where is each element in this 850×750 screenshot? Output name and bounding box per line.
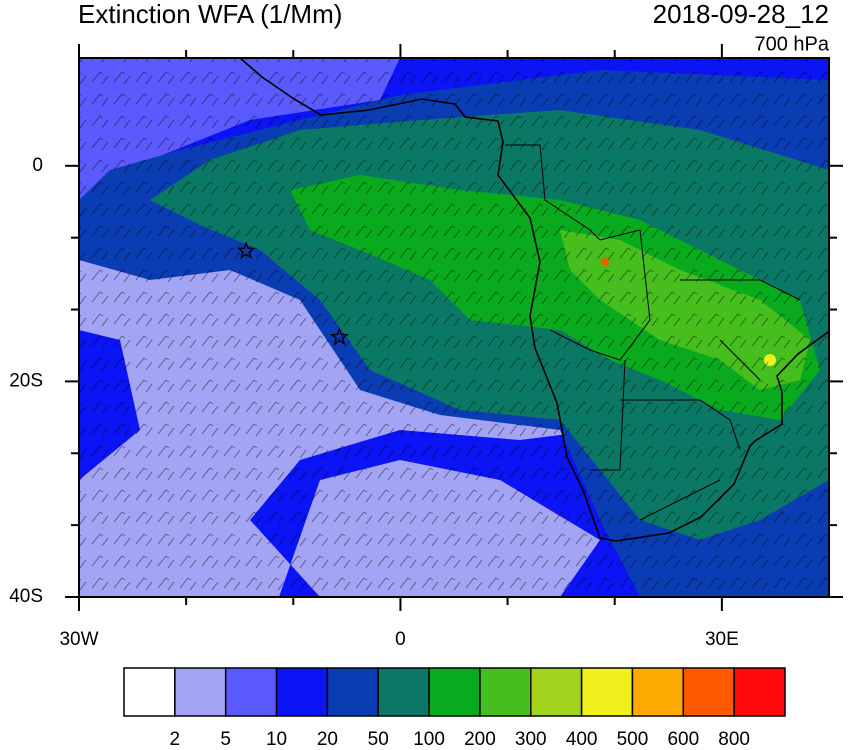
- borders: [505, 144, 801, 521]
- colorbar-label: 10: [266, 729, 287, 750]
- site-marker: [236, 241, 256, 260]
- colorbar: 2 5 10 20 50 100 200 300 400 500 600 800: [123, 667, 786, 750]
- colorbar-box: [224, 667, 278, 717]
- y-tick-label: 20S: [9, 370, 43, 391]
- x-tick-label: 30W: [59, 629, 98, 650]
- colorbar-box: [428, 667, 481, 717]
- colorbar-box: [174, 667, 227, 717]
- colorbar-label: 2: [170, 729, 181, 750]
- colorbar-box: [275, 667, 329, 717]
- y-tick-label: 40S: [9, 586, 43, 607]
- colorbar-label: 300: [515, 729, 547, 750]
- colorbar-box: [123, 667, 176, 717]
- colorbar-label: 400: [566, 729, 598, 750]
- colorbar-box: [733, 667, 786, 717]
- colorbar-box: [530, 667, 583, 717]
- site-marker: [329, 327, 349, 346]
- colorbar-label: 500: [617, 729, 649, 750]
- y-tick-label: 0: [32, 155, 43, 176]
- level: 700 hPa: [754, 33, 829, 55]
- x-tick-label: 30E: [705, 629, 739, 650]
- wind-barbs: [79, 58, 829, 597]
- axes: 30W 0 30E 40S 20S 0: [9, 44, 843, 650]
- aerosol-field: [79, 58, 829, 597]
- colorbar-box: [631, 667, 685, 717]
- colorbar-box: [479, 667, 532, 717]
- colorbar-label: 5: [220, 729, 231, 750]
- colorbar-label: 800: [718, 729, 750, 750]
- title: Extinction WFA (1/Mm): [78, 0, 342, 29]
- x-tick-label: 0: [395, 629, 406, 650]
- colorbar-box: [580, 667, 634, 717]
- colorbar-label: 20: [317, 729, 338, 750]
- colorbar-label: 100: [413, 729, 445, 750]
- colorbar-label: 600: [667, 729, 699, 750]
- colorbar-box: [326, 667, 379, 717]
- colorbar-box: [377, 667, 430, 717]
- date: 2018-09-28_12: [653, 0, 829, 29]
- colorbar-label: 200: [464, 729, 496, 750]
- colorbar-label: 50: [368, 729, 389, 750]
- colorbar-box: [682, 667, 735, 717]
- coastline: [239, 58, 829, 542]
- map-frame: [78, 57, 830, 598]
